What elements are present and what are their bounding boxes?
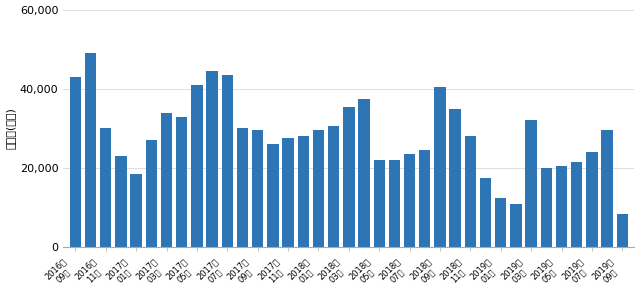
- Bar: [404, 154, 415, 247]
- Bar: [267, 144, 278, 247]
- Bar: [358, 99, 370, 247]
- Bar: [221, 75, 233, 247]
- Bar: [602, 130, 612, 247]
- Bar: [237, 128, 248, 247]
- Bar: [374, 160, 385, 247]
- Bar: [115, 156, 127, 247]
- Bar: [176, 116, 188, 247]
- Bar: [465, 136, 476, 247]
- Bar: [85, 53, 96, 247]
- Bar: [343, 107, 355, 247]
- Bar: [252, 130, 264, 247]
- Bar: [435, 87, 445, 247]
- Bar: [586, 152, 598, 247]
- Bar: [206, 71, 218, 247]
- Bar: [419, 150, 431, 247]
- Bar: [161, 113, 172, 247]
- Bar: [191, 85, 203, 247]
- Y-axis label: 거래량(건수): 거래량(건수): [6, 107, 15, 149]
- Bar: [541, 168, 552, 247]
- Bar: [495, 198, 506, 247]
- Bar: [100, 128, 111, 247]
- Bar: [313, 130, 324, 247]
- Bar: [525, 121, 537, 247]
- Bar: [556, 166, 567, 247]
- Bar: [480, 178, 492, 247]
- Bar: [616, 213, 628, 247]
- Bar: [282, 138, 294, 247]
- Bar: [70, 77, 81, 247]
- Bar: [298, 136, 309, 247]
- Bar: [388, 160, 400, 247]
- Bar: [146, 140, 157, 247]
- Bar: [571, 162, 582, 247]
- Bar: [510, 204, 522, 247]
- Bar: [131, 174, 142, 247]
- Bar: [328, 126, 339, 247]
- Bar: [449, 108, 461, 247]
